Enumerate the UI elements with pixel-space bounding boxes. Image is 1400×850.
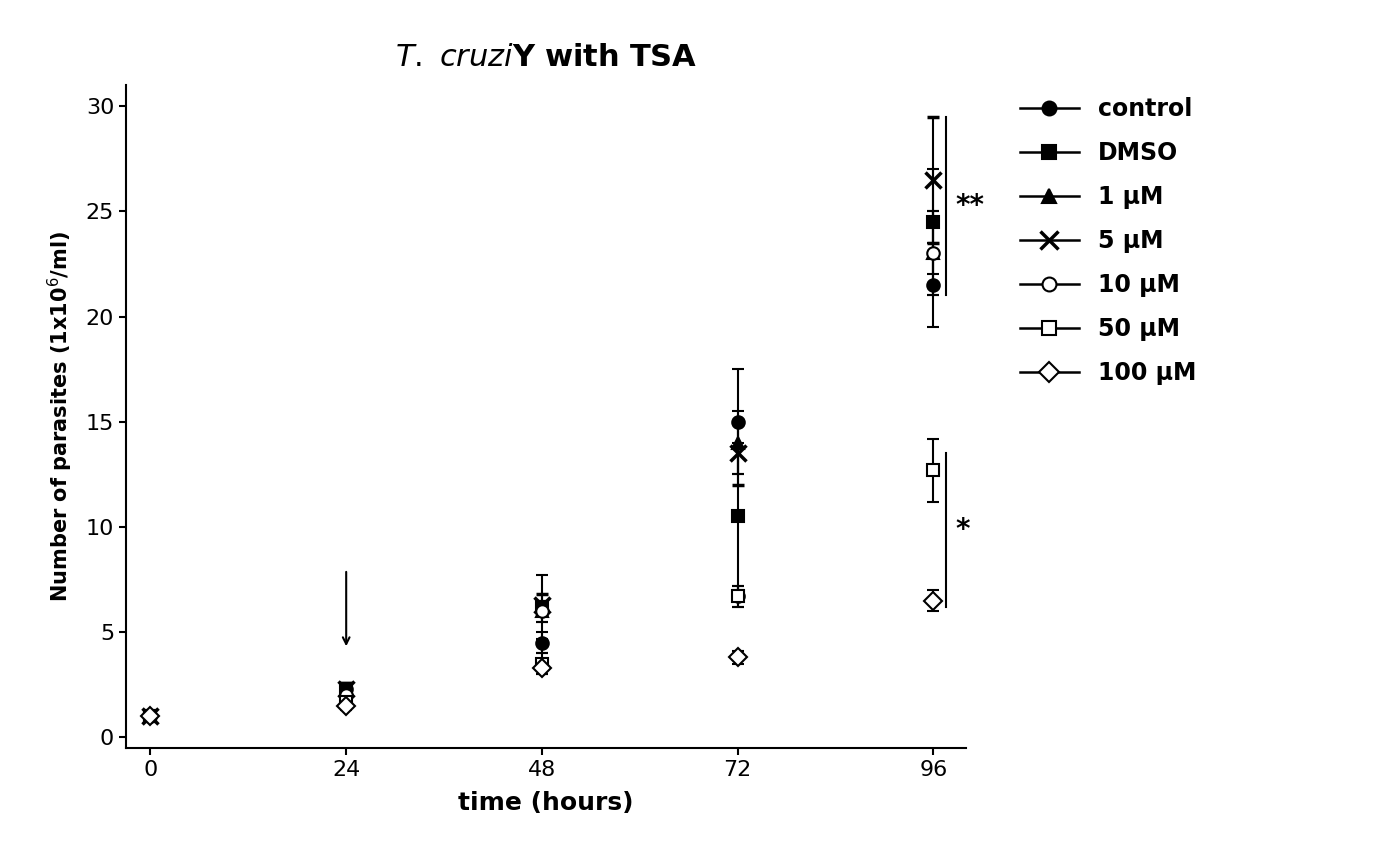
Y-axis label: Number of parasites (1x10$^6$/ml): Number of parasites (1x10$^6$/ml): [46, 231, 74, 602]
Title: $\mathbf{\it{T.}\ \it{cruzi}}$$\mathbf{ Y\ with\ TSA}$: $\mathbf{\it{T.}\ \it{cruzi}}$$\mathbf{ …: [395, 42, 697, 71]
X-axis label: time (hours): time (hours): [458, 790, 634, 815]
Text: *: *: [955, 516, 970, 544]
Text: **: **: [955, 192, 984, 220]
Legend: control, DMSO, 1 μM, 5 μM, 10 μM, 50 μM, 100 μM: control, DMSO, 1 μM, 5 μM, 10 μM, 50 μM,…: [1019, 97, 1196, 385]
